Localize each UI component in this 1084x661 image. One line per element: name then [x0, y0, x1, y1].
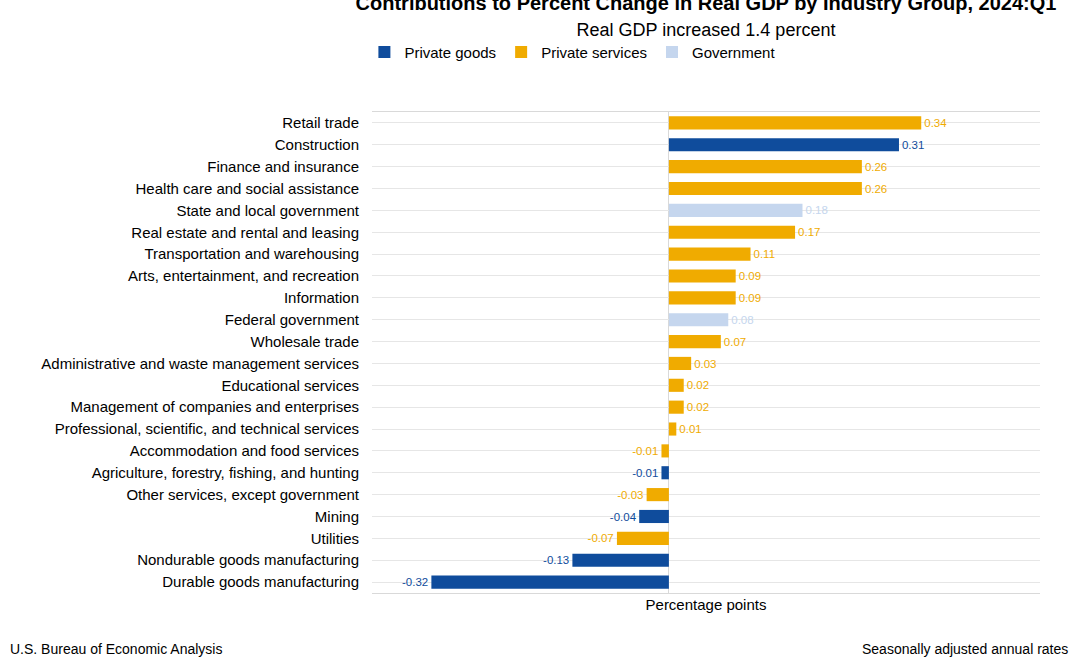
svg-text:Mining: Mining — [315, 508, 359, 525]
svg-text:0.11: 0.11 — [754, 248, 775, 260]
svg-text:Percentage points: Percentage points — [646, 596, 767, 613]
svg-text:Administrative and waste manag: Administrative and waste management serv… — [41, 355, 359, 372]
svg-text:0.17: 0.17 — [798, 226, 820, 238]
svg-text:Agriculture, forestry, fishing: Agriculture, forestry, fishing, and hunt… — [92, 464, 359, 481]
svg-text:U.S. Bureau of Economic Analys: U.S. Bureau of Economic Analysis — [10, 641, 222, 657]
svg-text:0.18: 0.18 — [805, 204, 827, 216]
svg-text:0.31: 0.31 — [902, 139, 924, 151]
svg-text:0.34: 0.34 — [924, 117, 947, 129]
svg-text:Other services, except governm: Other services, except government — [126, 486, 359, 503]
svg-text:Educational services: Educational services — [221, 377, 359, 394]
svg-text:Retail trade: Retail trade — [282, 114, 359, 131]
svg-text:Finance and insurance: Finance and insurance — [207, 158, 359, 175]
svg-text:Arts, entertainment, and recre: Arts, entertainment, and recreation — [128, 267, 359, 284]
svg-text:-0.07: -0.07 — [588, 532, 614, 544]
svg-text:0.26: 0.26 — [865, 161, 887, 173]
svg-text:Government: Government — [692, 44, 775, 61]
svg-text:Nondurable goods manufacturing: Nondurable goods manufacturing — [137, 551, 359, 568]
svg-text:Wholesale trade: Wholesale trade — [251, 333, 359, 350]
svg-text:0.01: 0.01 — [679, 423, 701, 435]
svg-text:-0.13: -0.13 — [543, 554, 569, 566]
svg-text:Information: Information — [284, 289, 359, 306]
svg-text:0.03: 0.03 — [694, 358, 716, 370]
svg-text:Real estate and rental and lea: Real estate and rental and leasing — [131, 224, 359, 241]
svg-text:Professional, scientific, and: Professional, scientific, and technical … — [55, 420, 359, 437]
svg-text:0.02: 0.02 — [687, 401, 709, 413]
svg-text:0.02: 0.02 — [687, 379, 709, 391]
svg-text:Utilities: Utilities — [311, 530, 359, 547]
svg-text:Seasonally adjusted annual rat: Seasonally adjusted annual rates — [862, 641, 1068, 657]
svg-text:0.09: 0.09 — [739, 270, 761, 282]
svg-text:Construction: Construction — [275, 136, 359, 153]
svg-text:0.08: 0.08 — [731, 314, 753, 326]
svg-text:Accommodation and food service: Accommodation and food services — [130, 442, 359, 459]
svg-text:Contributions to Percent Chang: Contributions to Percent Change in Real … — [356, 0, 1057, 40]
svg-text:-0.01: -0.01 — [632, 445, 658, 457]
svg-text:Management of companies and en: Management of companies and enterprises — [70, 398, 359, 415]
svg-text:0.26: 0.26 — [865, 183, 887, 195]
svg-text:Private services: Private services — [541, 44, 647, 61]
svg-text:-0.32: -0.32 — [402, 576, 428, 588]
svg-text:Transportation and warehousing: Transportation and warehousing — [144, 245, 359, 262]
svg-text:Private goods: Private goods — [404, 44, 496, 61]
svg-text:-0.01: -0.01 — [632, 467, 658, 479]
svg-text:Health care and social assista: Health care and social assistance — [136, 180, 359, 197]
svg-text:0.09: 0.09 — [739, 292, 761, 304]
svg-text:State and local government: State and local government — [176, 202, 359, 219]
svg-text:-0.04: -0.04 — [610, 511, 637, 523]
svg-text:Federal government: Federal government — [225, 311, 360, 328]
svg-text:Durable goods manufacturing: Durable goods manufacturing — [162, 573, 359, 590]
svg-text:-0.03: -0.03 — [617, 489, 643, 501]
svg-text:0.07: 0.07 — [724, 336, 746, 348]
